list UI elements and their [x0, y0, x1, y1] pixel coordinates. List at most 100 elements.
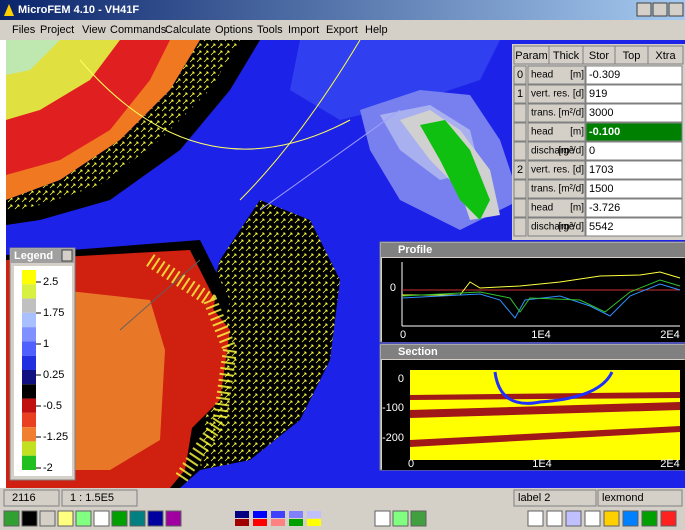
palette-swatch[interactable] [253, 511, 267, 518]
menu-item[interactable]: Commands [110, 24, 167, 36]
tool-button[interactable] [546, 510, 563, 527]
param-name: discharge [531, 146, 575, 157]
param-name: trans. [531, 184, 556, 195]
legend-close[interactable] [61, 249, 73, 262]
palette-swatch[interactable] [289, 519, 303, 526]
row-cell [527, 141, 586, 161]
palette-swatch[interactable] [289, 511, 303, 518]
profile-x-label: 1E4 [531, 329, 551, 341]
param-unit: [m³/d] [558, 146, 584, 157]
param-value[interactable]: 1703 [589, 164, 613, 176]
row-cell [513, 122, 527, 142]
legend-swatch [22, 355, 36, 370]
palette-swatch[interactable] [235, 511, 249, 518]
tool-button[interactable] [622, 510, 639, 527]
legend-swatch [22, 270, 36, 285]
tool-button[interactable] [641, 510, 658, 527]
legend-swatch [22, 312, 36, 328]
tool-button[interactable] [111, 510, 128, 527]
minimize-button[interactable] [636, 2, 652, 17]
legend-swatch [22, 455, 36, 470]
tool-button[interactable] [21, 510, 38, 527]
param-name: head [531, 203, 553, 214]
palette-swatch[interactable] [271, 511, 285, 518]
menu-item[interactable]: Help [365, 24, 388, 36]
tool-button[interactable] [660, 510, 677, 527]
tool-button[interactable] [374, 510, 391, 527]
value-cell[interactable] [585, 122, 683, 142]
tool-button[interactable] [603, 510, 620, 527]
tab-label[interactable]: Thick [553, 50, 580, 62]
menu-item[interactable]: Import [288, 24, 319, 36]
value-cell[interactable] [585, 65, 683, 85]
profile-curve [401, 279, 681, 313]
menu-item[interactable]: Calculate [165, 24, 211, 36]
legend-title-bar [11, 249, 74, 263]
tool-button[interactable] [93, 510, 110, 527]
menu-item[interactable]: Tools [257, 24, 283, 36]
section-y-label: -100 [382, 402, 404, 414]
param-value[interactable]: 5542 [589, 221, 613, 233]
profile-x-label: 0 [400, 329, 406, 341]
maximize-button[interactable] [652, 2, 668, 17]
row-cell [527, 179, 586, 199]
tab-label[interactable]: Param [515, 50, 547, 62]
value-cell[interactable] [585, 103, 683, 123]
tab[interactable] [647, 45, 684, 65]
palette-swatch[interactable] [307, 511, 321, 518]
legend-label: 1.75 [43, 307, 64, 319]
tab-label[interactable]: Stor [589, 50, 610, 62]
legend-label: 1 [43, 338, 49, 350]
tool-button[interactable] [584, 510, 601, 527]
value-cell[interactable] [585, 141, 683, 161]
menu-item[interactable]: View [82, 24, 106, 36]
row-cell [527, 160, 586, 180]
param-value[interactable]: 1500 [589, 183, 613, 195]
value-cell[interactable] [585, 198, 683, 218]
tool-button[interactable] [129, 510, 146, 527]
param-value[interactable]: -0.100 [589, 126, 620, 138]
tool-button[interactable] [147, 510, 164, 527]
tool-button[interactable] [527, 510, 544, 527]
tool-button[interactable] [565, 510, 582, 527]
status-cell [597, 489, 683, 507]
tool-button[interactable] [165, 510, 182, 527]
tool-button[interactable] [57, 510, 74, 527]
section-x-label: 0 [408, 458, 414, 470]
palette-swatch[interactable] [271, 519, 285, 526]
row-cell [513, 160, 527, 180]
menu-item[interactable]: Project [40, 24, 74, 36]
param-value[interactable]: 3000 [589, 107, 613, 119]
profile-plot [382, 258, 685, 342]
tool-button[interactable] [3, 510, 20, 527]
param-name: discharge [531, 222, 575, 233]
value-cell[interactable] [585, 217, 683, 237]
status-scale: 1 : 1.5E5 [70, 492, 114, 504]
legend-swatch [22, 412, 36, 428]
param-unit: [m] [570, 127, 584, 138]
tool-button[interactable] [39, 510, 56, 527]
tool-button[interactable] [392, 510, 409, 527]
param-value[interactable]: 919 [589, 88, 607, 100]
section-title: Section [398, 346, 438, 358]
tool-button[interactable] [410, 510, 427, 527]
value-cell[interactable] [585, 179, 683, 199]
param-value[interactable]: 0 [589, 145, 595, 157]
menu-item[interactable]: Options [215, 24, 253, 36]
param-value[interactable]: -3.726 [589, 202, 620, 214]
menu-item[interactable]: Files [12, 24, 36, 36]
param-unit: [m] [570, 203, 584, 214]
tool-button[interactable] [75, 510, 92, 527]
menu-item[interactable]: Export [326, 24, 358, 36]
palette-swatch[interactable] [235, 519, 249, 526]
value-cell[interactable] [585, 84, 683, 104]
legend-swatch [22, 427, 36, 442]
param-value[interactable]: -0.309 [589, 69, 620, 81]
tab-label[interactable]: Top [623, 50, 641, 62]
palette-swatch[interactable] [307, 519, 321, 526]
close-button[interactable] [668, 2, 684, 17]
tab-label[interactable]: Xtra [655, 50, 676, 62]
value-cell[interactable] [585, 160, 683, 180]
profile-curve [401, 283, 681, 319]
palette-swatch[interactable] [253, 519, 267, 526]
